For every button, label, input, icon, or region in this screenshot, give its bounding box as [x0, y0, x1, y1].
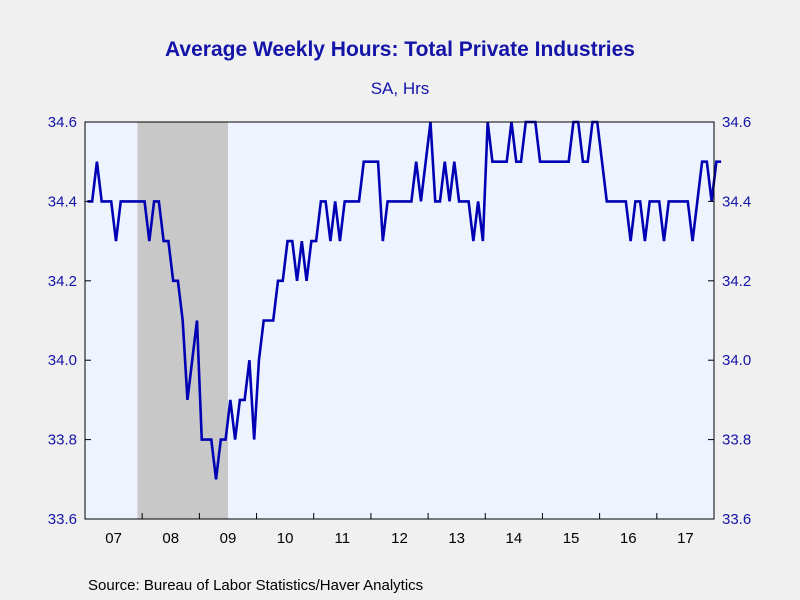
x-tick-label: 16	[620, 530, 637, 547]
y-tick-label-left: 33.8	[48, 432, 77, 449]
x-tick-label: 08	[162, 530, 179, 547]
y-tick-label-right: 34.0	[722, 352, 751, 369]
y-axis: 33.6 33.6 33.8 33.8 34.0 34.0 34.2 34.2 34.4 34.4…	[48, 114, 751, 528]
series-layer	[87, 120, 722, 480]
y-tick-label-right: 34.4	[722, 193, 751, 210]
x-tick-label: 14	[506, 530, 523, 547]
series-line	[87, 120, 722, 480]
source-note: Source: Bureau of Labor Statistics/Haver…	[88, 577, 424, 594]
x-tick-label: 13	[448, 530, 465, 547]
y-tick-label-left: 34.6	[48, 114, 77, 131]
x-tick-label: 10	[277, 530, 294, 547]
x-tick-label: 12	[391, 530, 408, 547]
x-tick-label: 17	[677, 530, 694, 547]
x-tick-label: 09	[220, 530, 237, 547]
chart-title: Average Weekly Hours: Total Private Indu…	[165, 38, 635, 61]
y-tick-label-left: 33.6	[48, 511, 77, 528]
x-tick-label: 15	[563, 530, 580, 547]
y-tick-label-right: 33.6	[722, 511, 751, 528]
y-tick-label-left: 34.2	[48, 273, 77, 290]
x-axis: 07 08 09 10 11 12 13 14 15 16 17	[105, 513, 694, 547]
chart-subtitle: SA, Hrs	[370, 79, 430, 98]
x-tick-label: 07	[105, 530, 122, 547]
y-tick-label-left: 34.0	[48, 352, 77, 369]
y-tick-label-right: 33.8	[722, 432, 751, 449]
y-tick-label-left: 34.4	[48, 193, 77, 210]
y-tick-label-right: 34.2	[722, 273, 751, 290]
x-tick-label: 11	[335, 530, 351, 547]
plot-frame	[84, 121, 715, 520]
y-tick-label-right: 34.6	[722, 114, 751, 131]
